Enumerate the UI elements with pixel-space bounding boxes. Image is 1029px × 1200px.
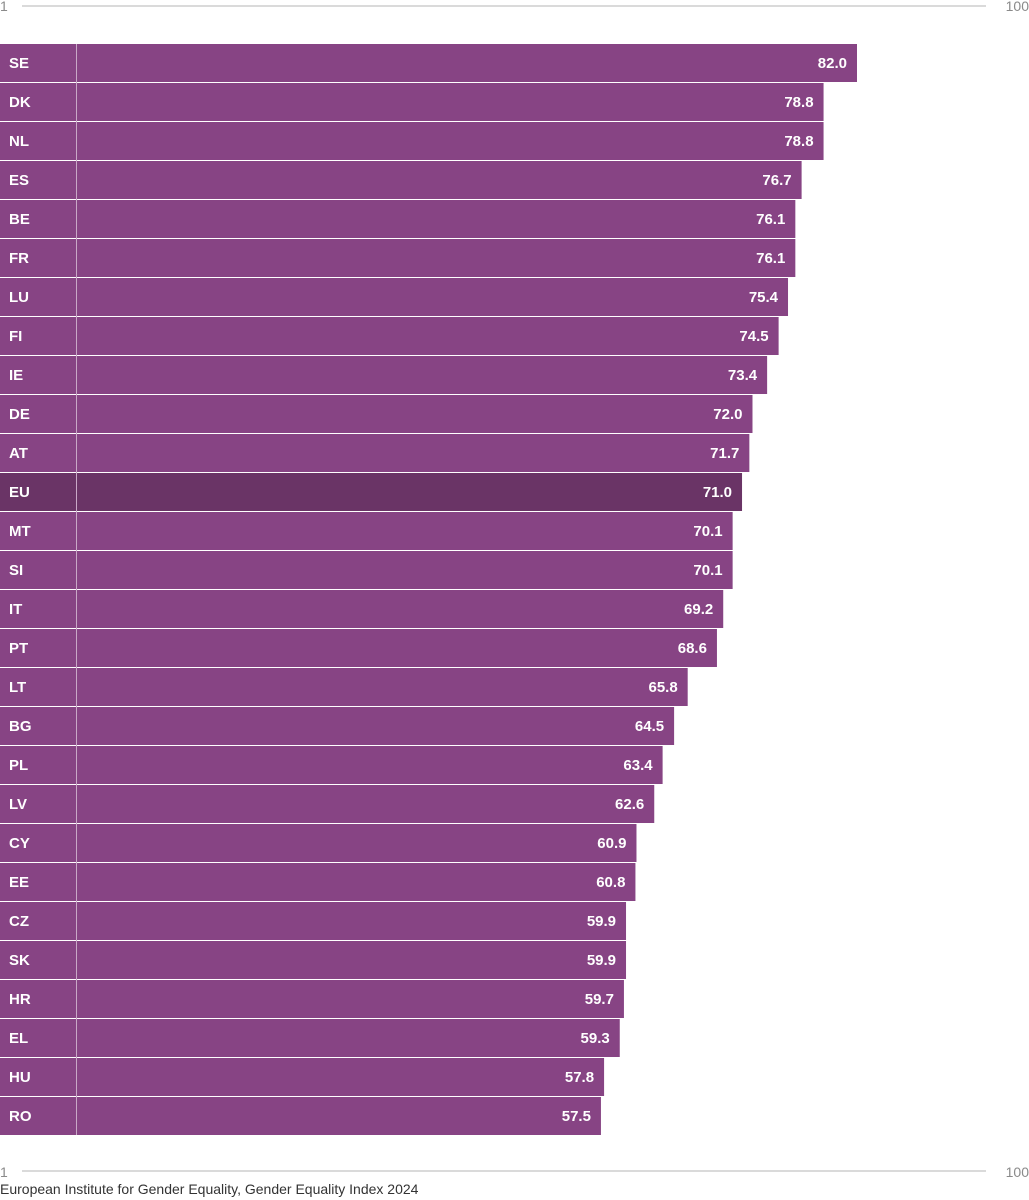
value-label-sk: 59.9 xyxy=(587,952,616,969)
value-label-pt: 68.6 xyxy=(678,640,707,657)
category-label-be: BE xyxy=(9,211,30,228)
top-scale-max-label: 100 xyxy=(1006,0,1029,14)
value-label-fr: 76.1 xyxy=(756,250,785,267)
category-label-dk: DK xyxy=(9,94,31,111)
value-label-cy: 60.9 xyxy=(597,835,626,852)
value-label-mt: 70.1 xyxy=(693,523,722,540)
bar-es xyxy=(0,161,802,199)
value-label-el: 59.3 xyxy=(581,1030,610,1047)
bar-de xyxy=(0,395,753,433)
category-label-bg: BG xyxy=(9,718,32,735)
category-label-se: SE xyxy=(9,55,29,72)
value-label-eu: 71.0 xyxy=(703,484,732,501)
category-label-it: IT xyxy=(9,601,22,618)
bar-lv xyxy=(0,785,655,823)
value-label-it: 69.2 xyxy=(684,601,713,618)
category-label-mt: MT xyxy=(9,523,31,540)
value-label-si: 70.1 xyxy=(693,562,722,579)
bar-ee xyxy=(0,863,636,901)
category-label-el: EL xyxy=(9,1030,28,1047)
category-label-ie: IE xyxy=(9,367,23,384)
bar-ie xyxy=(0,356,768,394)
category-label-lv: LV xyxy=(9,796,27,813)
value-label-bg: 64.5 xyxy=(635,718,664,735)
category-label-cz: CZ xyxy=(9,913,29,930)
category-label-fr: FR xyxy=(9,250,29,267)
category-label-cy: CY xyxy=(9,835,30,852)
bottom-scale-min-label: 1 xyxy=(0,1164,8,1180)
bar-hr xyxy=(0,980,624,1018)
category-label-nl: NL xyxy=(9,133,29,150)
value-label-pl: 63.4 xyxy=(623,757,653,774)
bar-el xyxy=(0,1019,620,1057)
bar-bg xyxy=(0,707,675,745)
category-label-pt: PT xyxy=(9,640,28,657)
category-label-es: ES xyxy=(9,172,29,189)
category-label-hr: HR xyxy=(9,991,31,1008)
value-label-ie: 73.4 xyxy=(728,367,758,384)
bar-be xyxy=(0,200,796,238)
value-label-nl: 78.8 xyxy=(784,133,813,150)
value-label-ee: 60.8 xyxy=(596,874,625,891)
category-label-de: DE xyxy=(9,406,30,423)
bar-lt xyxy=(0,668,688,706)
category-label-eu: EU xyxy=(9,484,30,501)
bar-at xyxy=(0,434,750,472)
bar-it xyxy=(0,590,724,628)
value-label-de: 72.0 xyxy=(713,406,742,423)
top-scale-min-label: 1 xyxy=(0,0,8,14)
category-label-hu: HU xyxy=(9,1069,31,1086)
value-label-hr: 59.7 xyxy=(585,991,614,1008)
value-label-lu: 75.4 xyxy=(749,289,779,306)
category-label-fi: FI xyxy=(9,328,22,345)
bar-pl xyxy=(0,746,663,784)
category-label-at: AT xyxy=(9,445,28,462)
bar-ro xyxy=(0,1097,601,1135)
category-label-pl: PL xyxy=(9,757,28,774)
bar-hu xyxy=(0,1058,605,1096)
bar-mt xyxy=(0,512,733,550)
value-label-es: 76.7 xyxy=(762,172,791,189)
value-label-lt: 65.8 xyxy=(648,679,677,696)
bars-group: SE 82.0 DK 78.8 NL 78.8 ES 76.7 BE 76.1 FR 76.1 LU 75… xyxy=(0,44,857,1135)
bar-fi xyxy=(0,317,779,355)
category-label-ee: EE xyxy=(9,874,29,891)
bar-cz xyxy=(0,902,627,940)
bar-se xyxy=(0,44,857,82)
category-label-lt: LT xyxy=(9,679,26,696)
value-label-be: 76.1 xyxy=(756,211,785,228)
value-label-lv: 62.6 xyxy=(615,796,644,813)
category-label-sk: SK xyxy=(9,952,30,969)
value-label-se: 82.0 xyxy=(818,55,847,72)
bottom-scale-max-label: 100 xyxy=(1006,1164,1029,1180)
value-label-dk: 78.8 xyxy=(784,94,813,111)
category-label-si: SI xyxy=(9,562,23,579)
bottom-scale: 1 100 xyxy=(0,1164,1029,1180)
value-label-hu: 57.8 xyxy=(565,1069,594,1086)
top-scale: 1 100 xyxy=(0,0,1029,14)
source-note: European Institute for Gender Equality, … xyxy=(0,1181,419,1197)
value-label-fi: 74.5 xyxy=(739,328,768,345)
bar-fr xyxy=(0,239,796,277)
bar-eu xyxy=(0,473,743,511)
bar-nl xyxy=(0,122,824,160)
value-label-cz: 59.9 xyxy=(587,913,616,930)
bar-cy xyxy=(0,824,637,862)
bar-si xyxy=(0,551,733,589)
bar-pt xyxy=(0,629,717,667)
bar-lu xyxy=(0,278,789,316)
value-label-at: 71.7 xyxy=(710,445,739,462)
category-label-ro: RO xyxy=(9,1108,32,1125)
bar-sk xyxy=(0,941,627,979)
value-label-ro: 57.5 xyxy=(562,1108,591,1125)
bar-dk xyxy=(0,83,824,121)
category-label-lu: LU xyxy=(9,289,29,306)
